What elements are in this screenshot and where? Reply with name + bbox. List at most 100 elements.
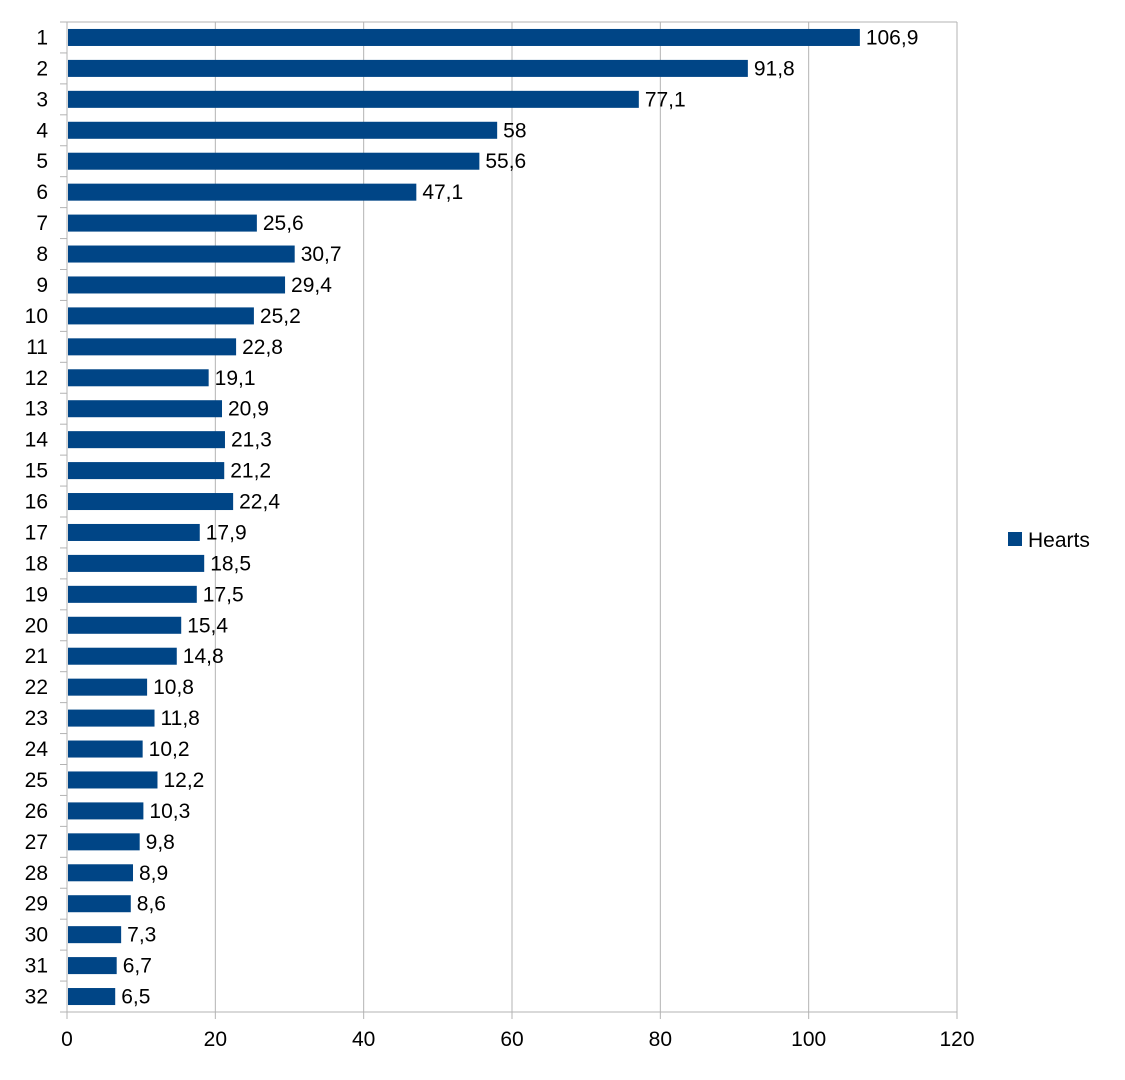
data-label: 55,6 [485, 150, 526, 173]
bar [68, 740, 143, 758]
bars [68, 28, 860, 1006]
category-label: 13 [25, 398, 48, 421]
data-label: 10,2 [149, 738, 190, 761]
data-label: 22,4 [239, 491, 280, 514]
category-label: 24 [25, 738, 49, 761]
bar [68, 771, 158, 789]
category-label: 17 [25, 521, 48, 544]
bar [68, 462, 225, 480]
data-label: 91,8 [754, 57, 795, 80]
data-label: 15,4 [187, 614, 228, 637]
data-label: 106,9 [866, 26, 919, 49]
x-tick-label: 40 [352, 1028, 375, 1051]
data-label: 6,7 [123, 955, 152, 978]
category-label: 25 [25, 769, 48, 792]
x-axis-ticks: 0 20 40 60 80 100 120 [60, 21, 975, 1051]
bar [68, 183, 417, 201]
category-label: 18 [25, 552, 48, 575]
category-label: 31 [25, 955, 48, 978]
bar [68, 864, 134, 882]
category-label: 5 [36, 150, 48, 173]
category-label: 28 [25, 862, 48, 885]
bar [68, 121, 498, 139]
bar [68, 678, 148, 696]
data-label: 21,3 [231, 429, 272, 452]
category-label: 20 [25, 614, 48, 637]
data-labels: 106,9 91,8 77,1 58 55,6 47,1 25,6 30,7 29,4 25,2 2… [121, 26, 918, 1008]
data-label: 29,4 [291, 274, 332, 297]
category-label: 1 [36, 26, 48, 49]
category-label: 4 [36, 119, 48, 142]
category-label: 16 [25, 491, 48, 514]
data-label: 19,1 [215, 367, 256, 390]
x-tick-label: 80 [649, 1028, 672, 1051]
category-label: 2 [36, 57, 48, 80]
category-label: 3 [36, 88, 48, 111]
data-label: 22,8 [242, 336, 283, 359]
data-label: 8,6 [137, 893, 166, 916]
category-label: 11 [26, 336, 48, 359]
data-label: 14,8 [183, 645, 224, 668]
data-label: 6,5 [121, 986, 150, 1009]
data-label: 17,5 [203, 583, 244, 606]
bar [68, 802, 144, 820]
bar [68, 957, 117, 975]
data-label: 10,8 [153, 676, 194, 699]
bar [68, 554, 205, 572]
category-label: 15 [25, 460, 48, 483]
data-label: 30,7 [301, 243, 342, 266]
bar [68, 647, 177, 665]
legend: Hearts [1008, 529, 1090, 552]
category-labels: 1234567891011121314151617181920212223242… [25, 26, 49, 1008]
category-label: 9 [36, 274, 48, 297]
bar [68, 152, 480, 170]
data-label: 8,9 [139, 862, 168, 885]
data-label: 58 [503, 119, 526, 142]
data-label: 47,1 [422, 181, 463, 204]
category-label: 19 [25, 583, 48, 606]
data-label: 17,9 [206, 521, 247, 544]
x-tick-label: 20 [204, 1028, 227, 1051]
category-label: 12 [25, 367, 48, 390]
bar [68, 493, 234, 511]
bar [68, 616, 182, 634]
bar [68, 926, 122, 944]
data-label: 11,8 [161, 707, 200, 730]
category-label: 14 [25, 429, 49, 452]
bar [68, 338, 237, 356]
bar [68, 307, 254, 325]
data-label: 10,3 [149, 800, 190, 823]
data-label: 21,2 [230, 460, 271, 483]
category-label: 29 [25, 893, 48, 916]
category-label: 7 [36, 212, 48, 235]
category-label: 26 [25, 800, 48, 823]
bar [68, 585, 197, 603]
category-label: 27 [25, 831, 48, 854]
category-label: 32 [25, 986, 48, 1009]
bar [68, 276, 286, 294]
bar [68, 988, 116, 1006]
category-label: 30 [25, 924, 48, 947]
bar [68, 833, 140, 851]
bar [68, 214, 257, 232]
data-label: 77,1 [645, 88, 686, 111]
bar [68, 400, 223, 418]
bar [68, 895, 131, 913]
category-label: 8 [36, 243, 48, 266]
bar [68, 369, 209, 387]
data-label: 25,6 [263, 212, 304, 235]
bar [68, 245, 295, 263]
data-label: 20,9 [228, 398, 269, 421]
data-label: 9,8 [146, 831, 175, 854]
data-label: 12,2 [163, 769, 204, 792]
category-label: 22 [25, 676, 48, 699]
bar [68, 59, 748, 77]
category-label: 23 [25, 707, 48, 730]
bar [68, 523, 200, 541]
bar [68, 709, 155, 727]
bar [68, 431, 225, 449]
legend-swatch [1008, 532, 1022, 546]
data-label: 7,3 [127, 924, 156, 947]
data-label: 18,5 [210, 552, 251, 575]
